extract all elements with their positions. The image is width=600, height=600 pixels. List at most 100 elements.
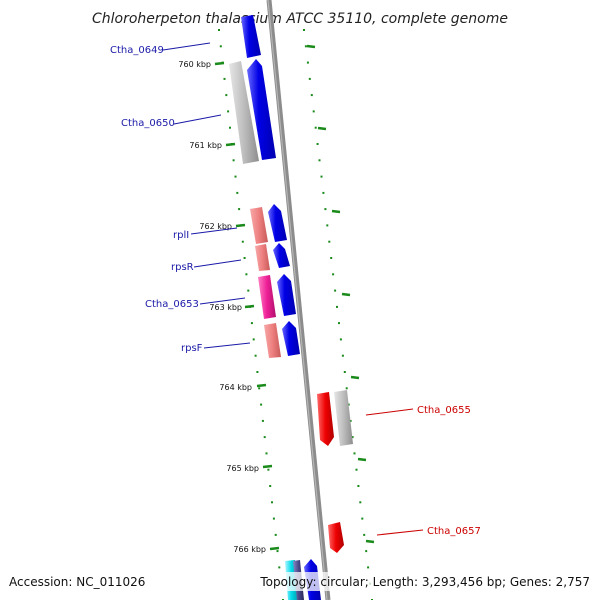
ruler-tick-766 <box>269 546 280 551</box>
track-dot <box>238 208 241 211</box>
track-dot <box>365 550 368 553</box>
gene-rpsr-arrow[interactable] <box>273 243 290 268</box>
gene-ctha-0655-gray[interactable] <box>334 390 353 446</box>
gene-rpli-arrow[interactable] <box>268 204 287 242</box>
leader-line <box>365 408 414 416</box>
track-dot <box>363 533 366 536</box>
footer-accession: Accession: NC_011026 <box>9 575 145 589</box>
right-tick <box>350 375 360 380</box>
gene-label-rpsf[interactable]: rpsF <box>181 343 203 354</box>
ruler-label-766: 766 kbp <box>233 545 266 554</box>
gene-label-rpli[interactable]: rplI <box>173 230 189 241</box>
gene-labels: Ctha_0649 Ctha_0650 rplI rpsR Ctha_0653 … <box>110 42 481 537</box>
right-tick <box>317 126 327 131</box>
track-dot <box>324 208 327 211</box>
ruler-tick-764 <box>256 383 267 388</box>
leader-line <box>376 529 424 536</box>
gene-features-right <box>317 390 353 553</box>
ruler-label-765: 765 kbp <box>226 464 259 473</box>
leader-line <box>203 342 251 349</box>
gene-label-rpsr[interactable]: rpsR <box>171 262 194 273</box>
track-dot <box>361 517 364 520</box>
track-dot <box>345 387 348 390</box>
track-dot <box>336 305 338 308</box>
gene-ctha-0650-gray[interactable] <box>229 61 259 164</box>
track-dot <box>355 468 358 471</box>
right-tick <box>331 209 341 214</box>
leader-line <box>173 114 222 125</box>
track-dot <box>274 533 277 536</box>
gene-rpsr-pink[interactable] <box>255 244 270 271</box>
ruler-label-760: 760 kbp <box>178 60 211 69</box>
track-dot <box>232 159 235 162</box>
gene-label-ctha-0650[interactable]: Ctha_0650 <box>121 118 175 129</box>
track-dot <box>351 436 354 439</box>
track-dot <box>308 77 311 80</box>
track-dot <box>241 240 244 243</box>
gene-ctha-0653-arrow[interactable] <box>277 274 296 316</box>
track-dot <box>234 175 237 178</box>
right-tick <box>365 539 375 544</box>
gene-label-ctha-0653[interactable]: Ctha_0653 <box>145 299 199 310</box>
track-dot <box>276 550 279 553</box>
gene-rpsf-arrow[interactable] <box>282 321 300 356</box>
ruler-tick-761 <box>225 142 236 147</box>
track-dot <box>314 126 317 129</box>
gene-label-ctha-0657[interactable]: Ctha_0657 <box>427 526 481 537</box>
track-dot <box>330 257 333 259</box>
track-dot <box>225 94 228 97</box>
ruler-label-761: 761 kbp <box>189 141 222 150</box>
ruler-label-763: 763 kbp <box>209 303 242 312</box>
track-dot <box>357 485 360 487</box>
gene-ctha-0655-arrow[interactable] <box>317 392 334 446</box>
leader-line <box>190 227 238 235</box>
track-dot <box>269 485 272 487</box>
track-dot <box>223 77 226 80</box>
track-dot <box>267 468 270 471</box>
track-dot <box>247 289 250 292</box>
track-dot <box>250 322 253 325</box>
map-title: Chloroherpeton thalassium ATCC 35110, co… <box>92 11 508 27</box>
track-dot <box>265 452 268 455</box>
gene-rpli-pink[interactable] <box>250 207 268 244</box>
right-track-ticks <box>306 44 375 544</box>
gene-ctha-0650-arrow[interactable] <box>247 59 276 160</box>
genome-backbone-highlight <box>267 0 328 600</box>
track-dot <box>339 338 342 341</box>
track-dot <box>318 159 321 162</box>
ruler-tick-760 <box>214 61 225 66</box>
track-dot <box>343 371 346 373</box>
track-dot <box>260 403 263 406</box>
right-tick <box>357 457 367 462</box>
track-dot <box>306 61 309 64</box>
track-dot <box>303 29 305 31</box>
ruler-tick-762 <box>235 223 246 228</box>
track-dot <box>320 175 323 178</box>
track-dot <box>322 191 325 194</box>
track-dot <box>347 403 350 406</box>
gene-rpsf-pink[interactable] <box>264 323 281 358</box>
gene-label-ctha-0649[interactable]: Ctha_0649 <box>110 45 164 56</box>
track-dot <box>256 371 259 373</box>
track-dot <box>258 387 261 390</box>
gene-ctha-0653-magenta[interactable] <box>258 275 276 319</box>
gene-ctha-0649-arrow[interactable] <box>241 15 261 58</box>
gene-ctha-0657-arrow[interactable] <box>328 522 344 553</box>
gene-features-left <box>229 15 321 600</box>
footer-summary: Topology: circular; Length: 3,293,456 bp… <box>259 575 590 589</box>
track-dot <box>367 566 370 569</box>
leader-line <box>193 259 242 268</box>
track-dot <box>334 289 337 292</box>
track-dot <box>271 501 273 504</box>
ruler-tick-763 <box>244 304 255 309</box>
ruler-ticks: 760 kbp 761 kbp 762 kbp 763 kbp 764 kbp … <box>178 60 280 554</box>
track-dot <box>263 436 266 439</box>
track-dot <box>236 191 239 194</box>
track-dot <box>254 354 257 357</box>
gene-label-ctha-0655[interactable]: Ctha_0655 <box>417 405 471 416</box>
track-dot <box>326 224 329 227</box>
track-dot <box>338 322 340 325</box>
track-dot <box>245 273 248 276</box>
track-dot <box>349 419 352 422</box>
